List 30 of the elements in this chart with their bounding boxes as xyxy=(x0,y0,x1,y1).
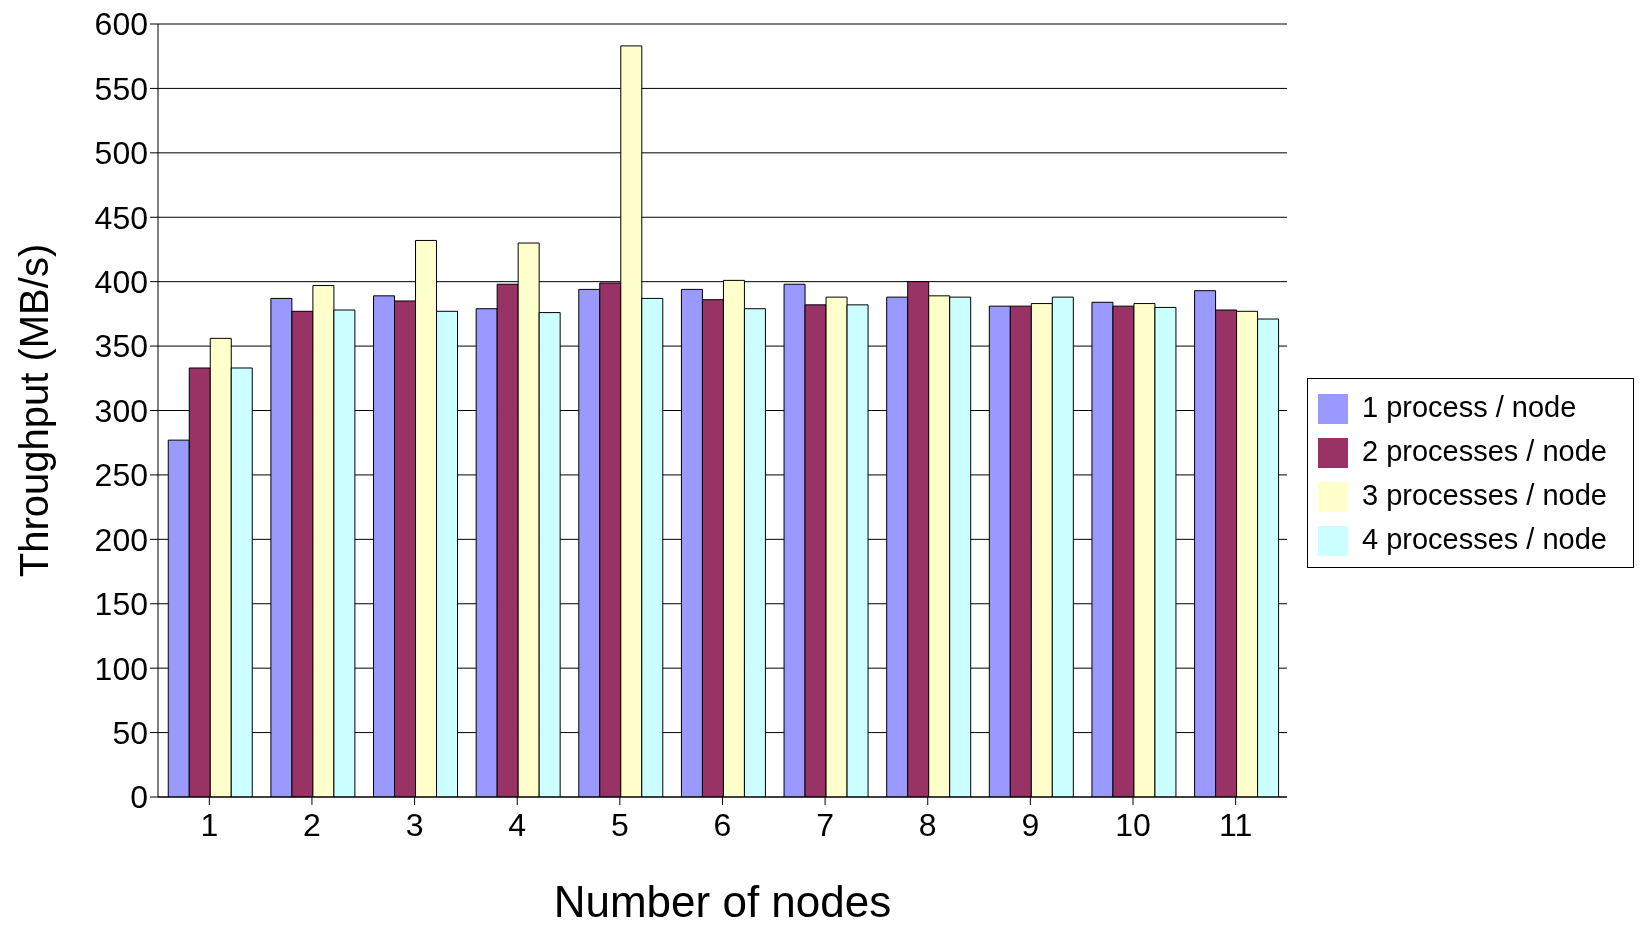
y-tick-label: 250 xyxy=(94,457,148,494)
x-tick-label: 5 xyxy=(610,806,629,843)
y-tick-label: 300 xyxy=(94,392,148,429)
y-axis-title: Throughput (MB/s) xyxy=(12,243,57,578)
y-tick-label: 350 xyxy=(94,328,148,365)
y-tick-label: 0 xyxy=(130,779,148,816)
y-tick-label: 450 xyxy=(94,199,148,236)
x-tick-label: 4 xyxy=(508,806,527,843)
y-tick-label: 400 xyxy=(94,264,148,301)
legend-label: 3 processes / node xyxy=(1361,478,1607,511)
x-tick-label: 9 xyxy=(1021,806,1040,843)
x-tick-label: 8 xyxy=(918,806,937,843)
y-tick-label: 550 xyxy=(94,70,148,107)
legend-label: 2 processes / node xyxy=(1361,434,1607,467)
y-tick-label: 600 xyxy=(94,6,148,43)
y-tick-label: 150 xyxy=(94,586,148,623)
y-tick-label: 200 xyxy=(94,521,148,558)
x-tick-label: 6 xyxy=(713,806,732,843)
legend-label: 4 processes / node xyxy=(1361,522,1607,555)
y-tick-label: 100 xyxy=(94,650,148,687)
x-tick-label: 7 xyxy=(816,806,835,843)
y-tick-label: 50 xyxy=(112,714,148,751)
x-tick-label: 10 xyxy=(1115,806,1151,843)
x-tick-label: 2 xyxy=(303,806,321,843)
x-tick-label: 11 xyxy=(1219,806,1253,843)
x-axis-title: Number of nodes xyxy=(553,877,892,926)
y-tick-label: 500 xyxy=(94,135,148,172)
x-tick-label: 3 xyxy=(405,806,424,843)
x-tick-label: 1 xyxy=(200,806,219,843)
legend-label: 1 process / node xyxy=(1361,390,1577,423)
